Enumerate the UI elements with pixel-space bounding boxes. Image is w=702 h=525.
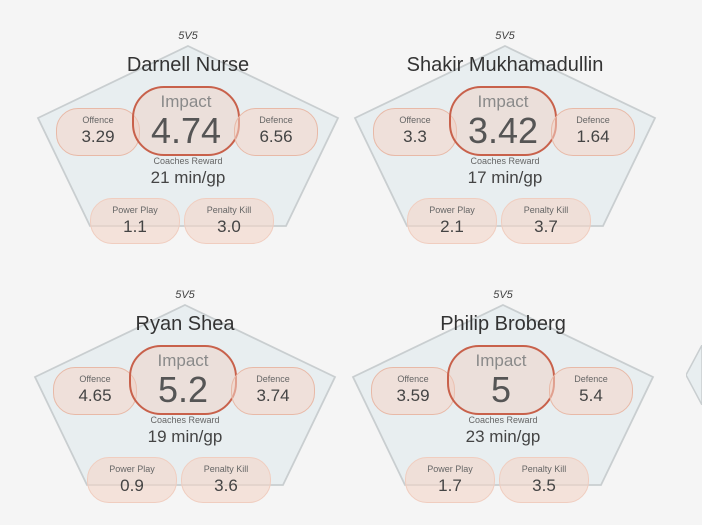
defence-pill: Defence 5.4 — [549, 367, 633, 415]
penalty-kill-value: 3.7 — [534, 217, 558, 236]
power-play-value: 2.1 — [440, 217, 464, 236]
player-card[interactable]: 5V5 Philip Broberg Offence 3.59 Impact 5… — [343, 285, 663, 525]
defence-value: 3.74 — [256, 386, 290, 405]
coaches-reward-value: 21 min/gp — [150, 168, 226, 187]
player-name: Shakir Mukhamadullin — [406, 54, 604, 76]
offence-pill: Offence 4.65 — [53, 367, 137, 415]
situation-label: 5V5 — [178, 30, 198, 42]
coaches-reward-value: 17 min/gp — [467, 168, 543, 187]
next-card-pentagon-edge — [686, 345, 702, 405]
penalty-kill-pill: Penalty Kill 3.5 — [499, 457, 589, 503]
player-name: Ryan Shea — [135, 313, 235, 335]
power-play-pill: Power Play 1.7 — [405, 457, 495, 503]
defence-value: 1.64 — [576, 127, 610, 146]
power-play-pill: Power Play 2.1 — [407, 198, 497, 244]
power-play-pill: Power Play 1.1 — [90, 198, 180, 244]
coaches-reward-label: Coaches Reward — [150, 415, 220, 425]
penalty-kill-pill: Penalty Kill 3.0 — [184, 198, 274, 244]
situation-label: 5V5 — [495, 30, 515, 42]
offence-value: 3.3 — [403, 127, 427, 146]
impact-value: 5.2 — [157, 369, 209, 410]
defence-label: Defence — [259, 115, 293, 125]
defence-value: 6.56 — [259, 127, 293, 146]
penalty-kill-pill: Penalty Kill 3.6 — [181, 457, 271, 503]
player-card[interactable]: 5V5 Darnell Nurse Offence 3.29 Impact 4.… — [28, 26, 348, 266]
power-play-pill: Power Play 0.9 — [87, 457, 177, 503]
player-card[interactable]: 5V5 Ryan Shea Offence 4.65 Impact 5.2 De… — [25, 285, 345, 525]
power-play-label: Power Play — [112, 205, 158, 215]
impact-label: Impact — [160, 92, 212, 111]
offence-label: Offence — [82, 115, 114, 125]
offence-label: Offence — [397, 374, 429, 384]
coaches-reward-value: 19 min/gp — [147, 427, 223, 446]
defence-label: Defence — [574, 374, 608, 384]
impact-label: Impact — [157, 351, 209, 370]
impact-oval: Impact 4.74 — [132, 86, 240, 156]
penalty-kill-value: 3.0 — [217, 217, 241, 236]
impact-label: Impact — [477, 92, 529, 111]
defence-pill: Defence 6.56 — [234, 108, 318, 156]
offence-pill: Offence 3.3 — [373, 108, 457, 156]
defence-pill: Defence 1.64 — [551, 108, 635, 156]
defence-label: Defence — [576, 115, 610, 125]
penalty-kill-label: Penalty Kill — [206, 205, 252, 215]
impact-oval: Impact 5 — [447, 345, 555, 415]
player-card[interactable]: 5V5 Shakir Mukhamadullin Offence 3.3 Imp… — [345, 26, 665, 266]
coaches-reward-label: Coaches Reward — [470, 156, 540, 166]
defence-pill: Defence 3.74 — [231, 367, 315, 415]
power-play-label: Power Play — [109, 464, 155, 474]
impact-oval: Impact 5.2 — [129, 345, 237, 415]
defence-label: Defence — [256, 374, 290, 384]
penalty-kill-label: Penalty Kill — [203, 464, 249, 474]
offence-value: 3.59 — [396, 386, 430, 405]
penalty-kill-pill: Penalty Kill 3.7 — [501, 198, 591, 244]
power-play-value: 0.9 — [120, 476, 144, 495]
impact-value: 5 — [490, 369, 512, 410]
penalty-kill-label: Penalty Kill — [523, 205, 569, 215]
situation-label: 5V5 — [493, 289, 513, 301]
power-play-value: 1.7 — [438, 476, 462, 495]
player-name: Philip Broberg — [440, 313, 566, 335]
offence-pill: Offence 3.59 — [371, 367, 455, 415]
offence-label: Offence — [399, 115, 431, 125]
coaches-reward-label: Coaches Reward — [468, 415, 538, 425]
offence-label: Offence — [79, 374, 111, 384]
power-play-label: Power Play — [427, 464, 473, 474]
coaches-reward-label: Coaches Reward — [153, 156, 223, 166]
impact-value: 4.74 — [150, 110, 222, 151]
impact-label: Impact — [475, 351, 527, 370]
penalty-kill-value: 3.6 — [214, 476, 238, 495]
situation-label: 5V5 — [175, 289, 195, 301]
offence-value: 3.29 — [81, 127, 115, 146]
penalty-kill-label: Penalty Kill — [521, 464, 567, 474]
offence-value: 4.65 — [78, 386, 112, 405]
offence-pill: Offence 3.29 — [56, 108, 140, 156]
penalty-kill-value: 3.5 — [532, 476, 556, 495]
coaches-reward-value: 23 min/gp — [465, 427, 541, 446]
player-name: Darnell Nurse — [126, 54, 250, 76]
defence-value: 5.4 — [579, 386, 603, 405]
impact-value: 3.42 — [467, 110, 539, 151]
impact-oval: Impact 3.42 — [449, 86, 557, 156]
power-play-value: 1.1 — [123, 217, 147, 236]
power-play-label: Power Play — [429, 205, 475, 215]
